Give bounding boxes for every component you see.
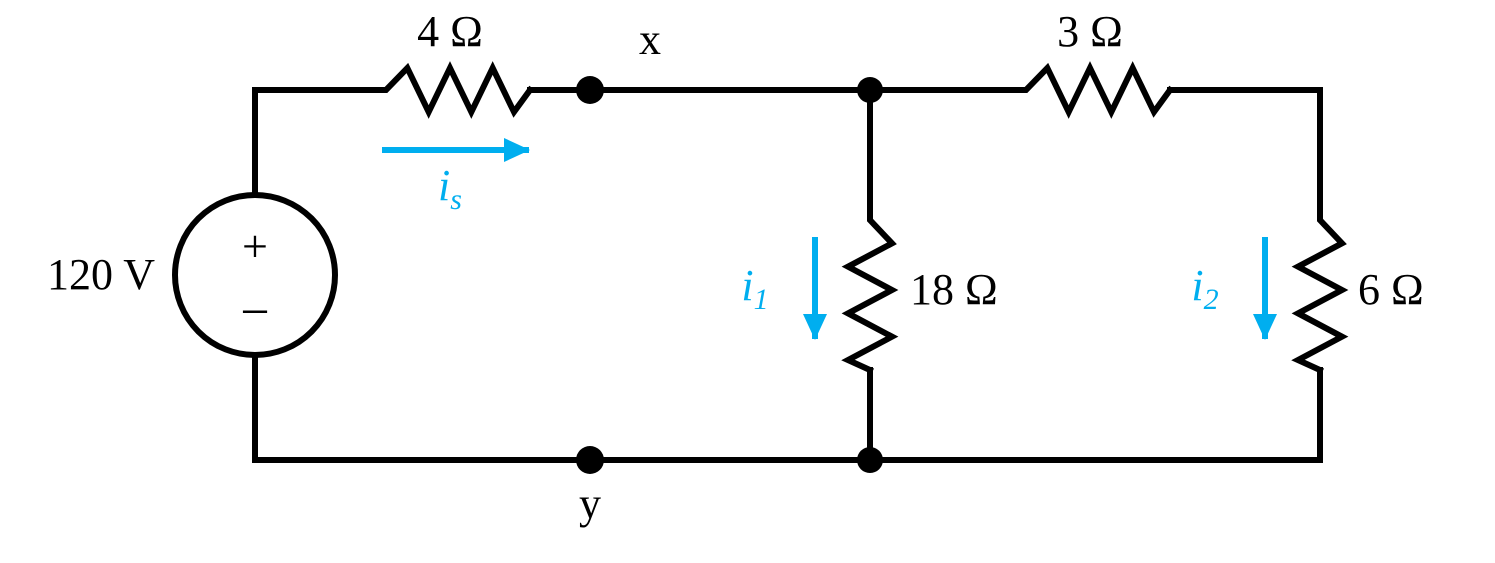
label-3ohm: 3 Ω — [1057, 7, 1123, 56]
resistor-18ohm — [848, 210, 892, 370]
node-y-dot — [576, 446, 604, 474]
label-4ohm: 4 Ω — [417, 7, 483, 56]
label-18ohm: 18 Ω — [910, 265, 998, 314]
label-current-is: is — [438, 161, 462, 216]
label-current-i1: i1 — [741, 261, 768, 316]
source-plus: + — [242, 221, 268, 272]
junction-top-mid — [857, 77, 883, 103]
resistor-4ohm — [370, 68, 530, 112]
label-6ohm: 6 Ω — [1358, 265, 1424, 314]
label-node-y: y — [579, 479, 601, 528]
resistor-3ohm — [1010, 68, 1170, 112]
node-x-dot — [576, 76, 604, 104]
label-node-x: x — [639, 15, 661, 64]
source-voltage-label: 120 V — [47, 250, 155, 299]
junction-bot-mid — [857, 447, 883, 473]
resistor-6ohm — [1298, 210, 1342, 370]
label-current-i2: i2 — [1191, 261, 1218, 316]
source-minus: − — [240, 284, 269, 341]
